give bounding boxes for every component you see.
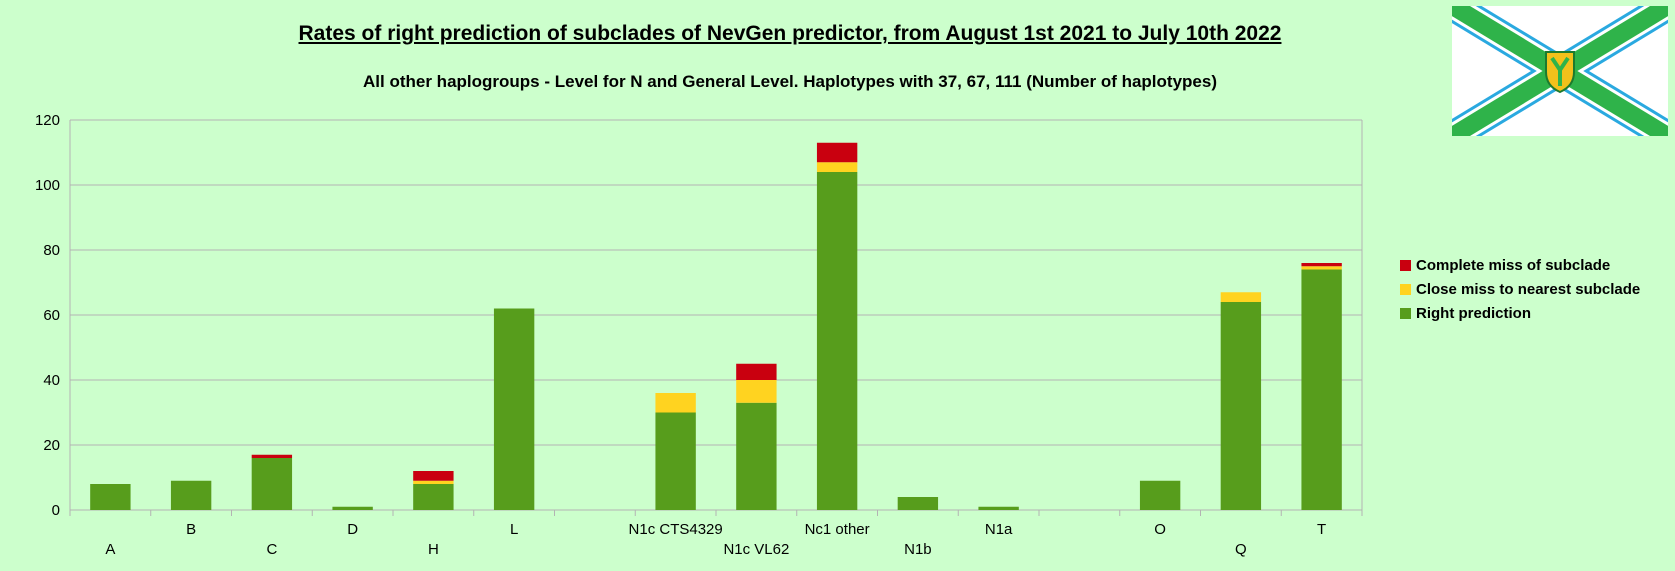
bar-segment [251, 458, 293, 510]
bar-segment [1301, 269, 1342, 510]
bar-segment [736, 363, 777, 380]
x-tick-label: C [266, 541, 277, 558]
y-tick-label: 0 [52, 502, 60, 519]
x-tick-label: Nc1 other [805, 521, 870, 538]
x-tick-label: T [1317, 521, 1326, 538]
chart-legend: Complete miss of subclade Close miss to n… [1400, 253, 1640, 325]
bar-segment [332, 506, 373, 510]
x-tick-label: N1c CTS4329 [629, 521, 723, 538]
bar-segment [1301, 263, 1342, 267]
bar-segment [413, 484, 454, 510]
bar-segment [897, 497, 939, 510]
x-tick-label: O [1154, 521, 1166, 538]
bar-segment [1139, 480, 1181, 510]
legend-label: Right prediction [1416, 304, 1531, 322]
y-tick-label: 120 [35, 112, 60, 129]
x-tick-label: A [105, 541, 115, 558]
bar-segment [170, 480, 212, 510]
x-tick-label: H [428, 541, 439, 558]
bar-segment [816, 162, 858, 172]
bar-segment [655, 412, 696, 510]
legend-swatch [1400, 307, 1411, 319]
chart-subtitle: All other haplogroups - Level for N and … [363, 72, 1217, 91]
legend-item: Right prediction [1400, 301, 1640, 325]
x-tick-label: N1c VL62 [723, 541, 789, 558]
bar-segment [978, 506, 1019, 510]
bar-segment [413, 480, 454, 484]
bar-segment [413, 471, 454, 481]
chart-title: Rates of right prediction of subclades o… [298, 22, 1282, 45]
bar-segment [655, 393, 696, 413]
legend-swatch [1400, 259, 1411, 271]
bar-segment [816, 142, 858, 163]
legend-label: Complete miss of subclade [1416, 256, 1611, 274]
y-tick-label: 20 [43, 437, 60, 454]
x-tick-label: Q [1235, 541, 1247, 558]
legend-label: Close miss to nearest subclade [1416, 280, 1641, 298]
x-tick-label: D [347, 521, 358, 538]
legend-swatch [1400, 283, 1411, 295]
x-tick-label: N1b [904, 541, 932, 558]
y-tick-label: 60 [43, 307, 60, 324]
x-tick-label: L [510, 521, 518, 538]
x-tick-label: N1a [985, 521, 1013, 538]
x-tick-label: B [186, 521, 196, 538]
emblem-flag-icon [1438, 0, 1675, 153]
bar-segment [90, 484, 131, 510]
bar-segment [493, 308, 535, 510]
bar-segment [1301, 266, 1342, 270]
bar-segment [1220, 302, 1262, 510]
y-tick-label: 100 [35, 177, 60, 194]
bar-segment [736, 402, 777, 510]
legend-item: Complete miss of subclade [1400, 253, 1640, 277]
y-tick-label: 40 [43, 372, 60, 389]
bar-segment [1220, 292, 1262, 302]
y-tick-label: 80 [43, 242, 60, 259]
bar-segment [736, 380, 777, 403]
legend-item: Close miss to nearest subclade [1400, 277, 1640, 301]
bar-segment [251, 454, 293, 458]
bar-segment [816, 172, 858, 510]
